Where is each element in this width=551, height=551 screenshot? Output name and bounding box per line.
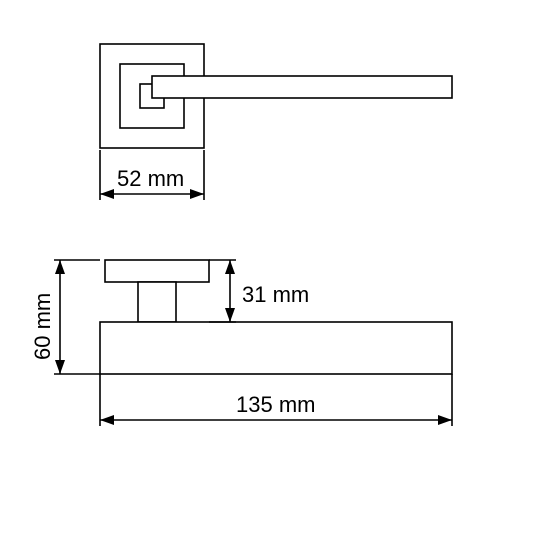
svg-text:52 mm: 52 mm [117,166,184,191]
svg-text:135 mm: 135 mm [236,392,315,417]
svg-text:31 mm: 31 mm [242,282,309,307]
svg-text:60 mm: 60 mm [30,293,55,360]
